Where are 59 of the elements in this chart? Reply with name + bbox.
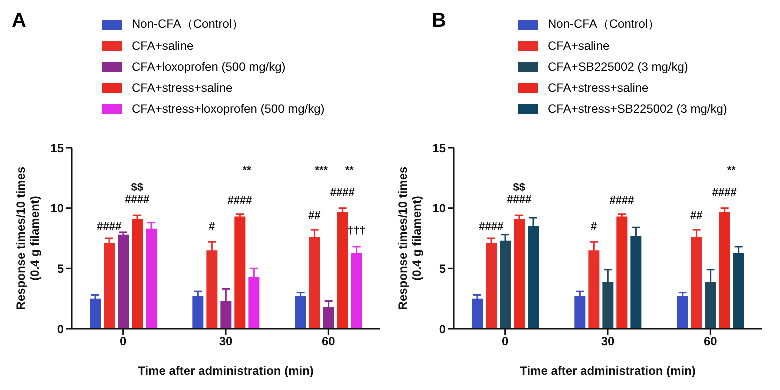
legend-label: CFA+saline — [132, 38, 194, 52]
y-tick-label: 15 — [432, 141, 446, 156]
y-tick-label: 10 — [50, 202, 64, 216]
annotation: $$ — [131, 182, 144, 194]
x-tick-label: 0 — [502, 334, 509, 349]
bar — [234, 216, 246, 329]
legend-label: CFA+SB225002 (3 mg/kg) — [548, 60, 688, 74]
legend-label: CFA+loxoprofen (500 mg/kg) — [132, 60, 286, 74]
annotation: #### — [507, 194, 532, 206]
y-tick-label: 0 — [439, 322, 446, 336]
y-tick-label: 5 — [57, 262, 64, 276]
bar — [472, 298, 483, 329]
annotation: #### — [610, 195, 634, 208]
annotation: ** — [727, 164, 736, 177]
chart-title: B — [432, 10, 446, 33]
annotation: #### — [712, 186, 737, 199]
annotation: ** — [242, 164, 252, 177]
annotation: #### — [330, 186, 355, 199]
legend-label: Non-CFA（Control） — [548, 16, 660, 33]
legend-label: CFA+saline — [548, 38, 610, 52]
legend-label: CFA+stress+SB225002 (3 mg/kg) — [548, 102, 728, 116]
legend-label: CFA+stress+saline — [132, 80, 233, 94]
x-axis-title: Time after administration (min) — [138, 364, 314, 378]
bar — [132, 219, 143, 329]
bar — [719, 212, 730, 329]
annotation: #### — [479, 221, 504, 234]
annotation: ## — [690, 210, 703, 222]
bar — [90, 298, 101, 329]
annotation: # — [590, 220, 598, 233]
annotation: $$ — [513, 182, 526, 194]
bar — [616, 216, 628, 329]
legend-label: CFA+stress+loxoprofen (500 mg/kg) — [132, 102, 325, 116]
chart-title: A — [12, 10, 26, 33]
y-axis-title: Response times/10 times (0.4 g filament) — [396, 166, 424, 310]
bar — [295, 296, 306, 329]
y-axis-title: Response times/10 times (0.4 g filament) — [14, 166, 42, 310]
annotation: *** — [315, 164, 328, 177]
y-tick-label: 10 — [432, 202, 446, 216]
x-tick-label: 30 — [601, 334, 615, 349]
bar — [677, 296, 688, 329]
bar — [337, 212, 348, 329]
x-tick-label: 0 — [120, 334, 127, 349]
y-tick-label: 5 — [439, 262, 446, 276]
y-tick-label: 0 — [57, 322, 64, 336]
legend-label: Non-CFA（Control） — [132, 16, 244, 33]
annotation: #### — [228, 195, 252, 208]
annotation: #### — [97, 221, 122, 234]
x-tick-label: 60 — [322, 334, 336, 349]
y-tick-label: 15 — [50, 141, 64, 156]
x-tick-label: 30 — [219, 334, 233, 349]
bar — [118, 234, 129, 329]
annotation: ## — [308, 210, 321, 222]
annotation: #### — [125, 194, 150, 206]
x-axis-title: Time after administration (min) — [520, 364, 696, 378]
annotation: ** — [345, 164, 354, 177]
legend-label: CFA+stress+saline — [548, 80, 649, 94]
bar — [514, 219, 525, 329]
annotation: # — [208, 220, 216, 233]
x-tick-label: 60 — [704, 334, 718, 349]
